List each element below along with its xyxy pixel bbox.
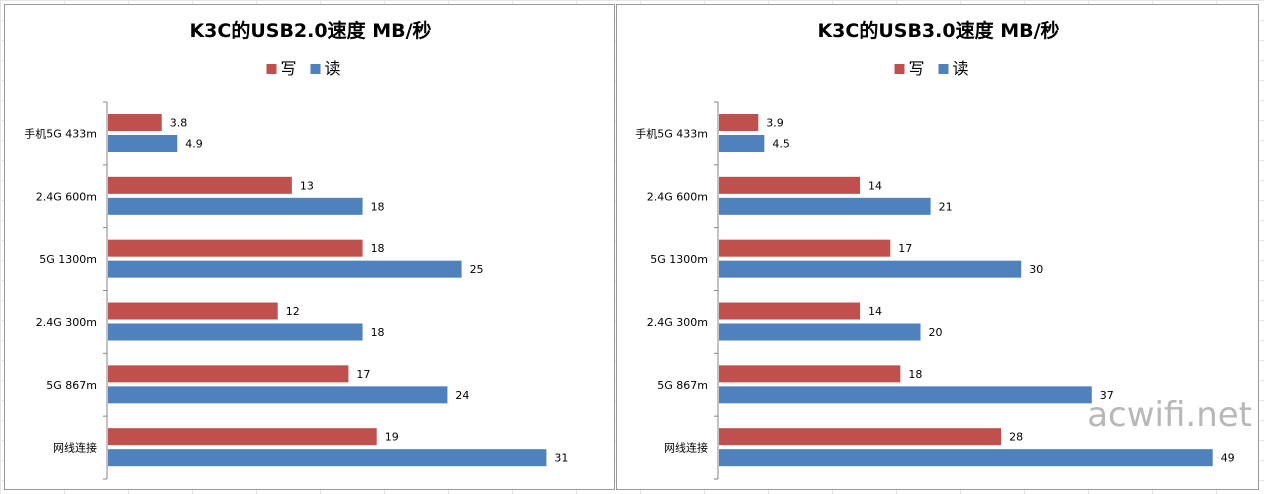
bar-read — [719, 386, 1092, 404]
category-label: 2.4G 300m — [36, 316, 97, 329]
bar-read — [108, 386, 448, 404]
category-label: 网线连接 — [664, 441, 708, 455]
bar-read — [719, 260, 1022, 278]
data-label: 18 — [371, 200, 385, 213]
bar-write — [108, 176, 292, 194]
data-label: 18 — [371, 326, 385, 339]
bar-write — [108, 239, 363, 257]
data-label: 3.9 — [766, 117, 784, 130]
watermark: acwifi.net — [1087, 395, 1252, 435]
bar-write — [719, 428, 1002, 446]
bar-write — [719, 302, 861, 320]
data-label: 20 — [929, 326, 943, 339]
data-label: 24 — [455, 389, 469, 402]
data-label: 14 — [868, 305, 882, 318]
bar-write — [719, 114, 759, 131]
data-label: 12 — [286, 305, 300, 318]
bar-write — [108, 365, 349, 383]
data-label: 30 — [1029, 263, 1043, 276]
data-label: 18 — [908, 368, 922, 381]
data-label: 21 — [939, 200, 953, 213]
data-label: 17 — [356, 368, 370, 381]
legend-swatch-1 — [310, 64, 321, 74]
data-label: 17 — [898, 242, 912, 255]
data-label: 3.8 — [170, 117, 188, 130]
chart-title: K3C的USB2.0速度 MB/秒 — [189, 19, 431, 42]
legend-swatch-1 — [938, 64, 949, 74]
data-label: 49 — [1221, 452, 1235, 465]
legend-swatch-0 — [266, 64, 277, 74]
category-label: 手机5G 433m — [635, 126, 708, 140]
data-label: 4.9 — [185, 138, 203, 151]
bar-write — [719, 365, 901, 383]
legend-swatch-0 — [894, 64, 905, 74]
data-label: 25 — [470, 263, 484, 276]
legend-label-0: 写 — [909, 59, 925, 78]
bar-read — [719, 197, 931, 215]
legend-label-1: 读 — [325, 59, 341, 78]
legend-label-0: 写 — [281, 59, 297, 78]
data-label: 37 — [1100, 389, 1114, 402]
bar-read — [108, 449, 547, 467]
chart-panel-usb2: K3C的USB2.0速度 MB/秒写 读手机5G 433m 3.8 4.9 2.4G 6… — [4, 4, 615, 490]
category-label: 2.4G 600m — [647, 190, 708, 203]
bar-read — [108, 323, 363, 341]
category-label: 5G 1300m — [39, 253, 97, 266]
data-label: 28 — [1009, 431, 1023, 444]
bar-read — [719, 323, 921, 341]
bar-write — [719, 176, 861, 194]
category-label: 5G 1300m — [650, 253, 708, 266]
bar-write — [108, 428, 377, 446]
category-label: 5G 867m — [46, 379, 97, 392]
bar-read — [108, 260, 462, 278]
category-label: 5G 867m — [657, 379, 708, 392]
chart-panel-usb3: K3C的USB3.0速度 MB/秒写 读手机5G 433m 3.9 4.5 2.4G 6… — [616, 4, 1259, 490]
data-label: 14 — [868, 179, 882, 192]
data-label: 18 — [371, 242, 385, 255]
chart-title: K3C的USB3.0速度 MB/秒 — [817, 19, 1059, 42]
bar-read — [719, 135, 765, 152]
bar-write — [108, 114, 162, 131]
legend-label-1: 读 — [953, 59, 969, 78]
data-label: 13 — [300, 179, 314, 192]
bar-write — [719, 239, 891, 257]
category-label: 2.4G 600m — [36, 190, 97, 203]
bar-read — [108, 135, 178, 152]
category-label: 手机5G 433m — [24, 126, 97, 140]
bar-write — [108, 302, 278, 320]
bar-read — [719, 449, 1213, 467]
category-label: 网线连接 — [53, 441, 97, 455]
data-label: 19 — [385, 431, 399, 444]
category-label: 2.4G 300m — [647, 316, 708, 329]
bar-read — [108, 197, 363, 215]
data-label: 31 — [554, 452, 568, 465]
data-label: 4.5 — [772, 138, 790, 151]
